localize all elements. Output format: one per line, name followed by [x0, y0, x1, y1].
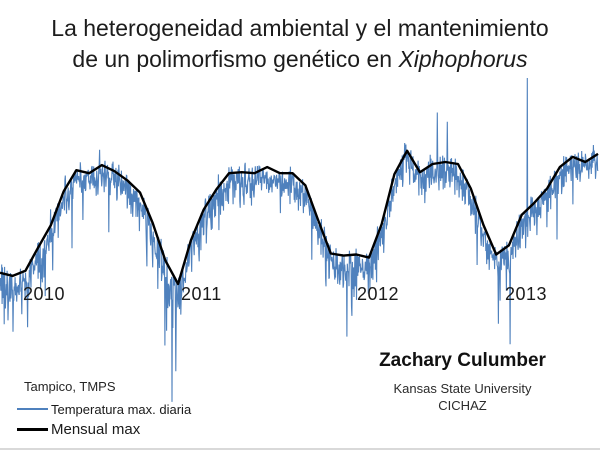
x-tick-label-2013: 2013	[505, 284, 548, 304]
author-name: Zachary Culumber	[379, 350, 546, 371]
daily-line-swatch	[17, 408, 48, 410]
x-tick-label-2011: 2011	[181, 284, 222, 304]
title-line-2: de un polimorfismo genético en Xiphophor…	[72, 46, 528, 72]
daily-max-temperature-line	[0, 77, 599, 402]
page-title: La heterogeneidad ambiental y el manteni…	[0, 13, 600, 75]
legend-daily-label: Temperatura max. diaria	[51, 401, 192, 417]
title-line-1: La heterogeneidad ambiental y el manteni…	[51, 15, 549, 41]
title-species-name: Xiphophorus	[398, 46, 528, 72]
legend-row-monthly: Mensual max	[17, 420, 191, 438]
monthly-max-temperature-line	[0, 149, 599, 286]
legend-monthly-label: Mensual max	[51, 420, 141, 438]
x-tick-label-2012: 2012	[357, 284, 400, 304]
legend-row-daily: Temperatura max. diaria	[17, 401, 191, 417]
author-lab: CICHAZ	[438, 398, 487, 413]
chart-legend: Tampico, TMPS Temperatura max. diaria Me…	[17, 379, 191, 441]
author-affiliation: Kansas State University	[393, 381, 532, 396]
x-tick-label-2010: 2010	[23, 284, 66, 304]
monthly-line-swatch	[17, 427, 48, 431]
author-block: Zachary Culumber Kansas State University…	[330, 350, 595, 414]
legend-dataset-label: Tampico, TMPS	[24, 379, 116, 394]
